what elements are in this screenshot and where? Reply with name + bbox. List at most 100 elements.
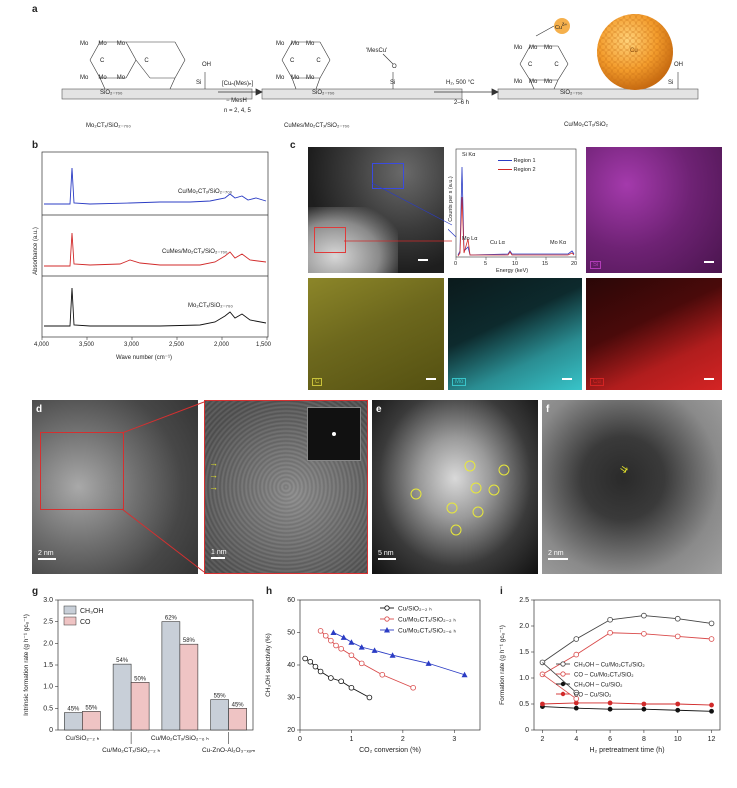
x-tick-label: 2 xyxy=(541,736,545,743)
data-point xyxy=(302,655,308,662)
region-1-box xyxy=(372,163,404,189)
bar-chart-g: 0 0.5 1.0 1.5 2.0 2.5 3.0 45% 55% 54% 50% 62% 58% 55%… xyxy=(23,597,255,754)
cu-delta-label: Cuδ+ xyxy=(555,22,568,31)
data-point xyxy=(379,671,386,678)
data-point xyxy=(573,705,579,711)
bar-data-label: 58% xyxy=(183,638,196,644)
arrow-2-top: H₂, 500 °C xyxy=(446,80,475,86)
data-point xyxy=(641,701,647,707)
series-line-2 xyxy=(542,706,712,712)
x-tick-label: 6 xyxy=(608,736,612,743)
y-tick-label: 30 xyxy=(287,695,295,702)
data-point xyxy=(573,636,580,642)
x-axis-label: CO₂ conversion (%) xyxy=(359,747,421,754)
y-tick-label: 1.5 xyxy=(43,662,53,669)
ir-xtick-5: 1,500 xyxy=(256,342,272,348)
panel-a-mo-labels-3: Mo Mo Mo C C Mo Mo Mo xyxy=(514,40,604,91)
zoom-box xyxy=(40,432,124,510)
y-tick-label: 50 xyxy=(287,630,295,637)
data-point xyxy=(307,658,314,665)
bar-data-label: 45% xyxy=(232,702,245,708)
cu-np-label: Cu xyxy=(630,48,638,54)
caption-2: CuMes/Mo₂CTₓ/SiO₂₋₇₀₀ xyxy=(284,123,350,129)
data-point xyxy=(708,636,715,642)
panel-b-label: b xyxy=(32,140,39,151)
legend-label: Cu/Mo₂CTₓ/SiO₂₋₂ ₕ xyxy=(398,617,456,624)
c-label: C xyxy=(290,58,295,64)
bar-data-label: 55% xyxy=(214,694,227,700)
data-point xyxy=(371,647,378,653)
c-label: C xyxy=(554,62,559,68)
eds-ylabel: Counts per s (a.u.) xyxy=(448,176,454,222)
c-label: C xyxy=(316,58,321,64)
ir-xlabel: Wave number (cm⁻¹) xyxy=(116,355,172,361)
plot-frame xyxy=(533,599,721,731)
ir-trace-blue xyxy=(44,167,267,205)
y-tick-label: 2.5 xyxy=(43,619,53,626)
eds-legend-1: Region 1 xyxy=(498,158,536,164)
data-point xyxy=(607,706,613,712)
eds-peak-mo-ka: Mo Kα xyxy=(550,240,567,246)
annotation-point xyxy=(573,696,580,702)
eds-spectrum xyxy=(448,148,577,260)
arrow-1-top: [Cuₙ(Mes)ₙ] xyxy=(222,81,254,87)
zoom-connectors xyxy=(121,401,205,573)
eds-legend-2: Region 2 xyxy=(498,167,536,173)
ir-ylabel: Absorbance (a.u.) xyxy=(33,227,39,275)
y-tick-label: 1.0 xyxy=(519,675,529,682)
panel-a-mo-labels-1: Mo Mo Mo C C Mo Mo Mo xyxy=(80,36,192,87)
y-tick-label: 60 xyxy=(287,597,295,604)
y-axis-label: Formation rate (g h⁻¹ gᴄᵤ⁻¹) xyxy=(499,625,506,705)
y-tick-label: 0 xyxy=(49,727,53,734)
eds-xtick-0: 0 xyxy=(454,261,458,267)
mo-label: Mo xyxy=(544,45,553,51)
data-point xyxy=(607,629,613,636)
bar-data-label: 50% xyxy=(134,676,147,682)
c-label: C xyxy=(144,58,149,64)
data-point xyxy=(322,632,329,639)
mo-label: Mo xyxy=(98,75,107,81)
surface-2-label: SiO₂₋₇₀₀ xyxy=(312,90,335,96)
data-point xyxy=(708,620,715,627)
haadf-image xyxy=(308,147,444,273)
bar-1-2 xyxy=(179,643,199,731)
y-axis-label: CH₃OH selectivity (%) xyxy=(265,633,272,697)
data-point xyxy=(328,637,334,644)
eds-xtick-2: 10 xyxy=(512,261,519,267)
data-point xyxy=(328,675,334,681)
data-point xyxy=(338,645,344,652)
bar-1-3 xyxy=(228,708,247,731)
annotation-line xyxy=(542,662,577,693)
legend-marker xyxy=(560,681,566,687)
eds-connector-lines xyxy=(344,182,453,242)
category-label: Cu/SiO₂₋₂ ₕ xyxy=(65,735,99,742)
data-point xyxy=(573,651,580,658)
data-point xyxy=(348,652,355,659)
eds-map-si: Si xyxy=(586,147,722,273)
panel-b-ir-spectra xyxy=(41,151,269,340)
ir-xtick-0: 4,000 xyxy=(34,342,50,348)
eds-map-cu: Cu xyxy=(586,278,722,390)
surface-1-label: SiO₂₋₇₀₀ xyxy=(100,90,123,96)
mo-label: Mo xyxy=(291,41,300,47)
panel-e-label: e xyxy=(376,404,382,415)
region-2-box xyxy=(314,227,346,253)
panel-a-scheme xyxy=(61,14,699,100)
x-tick-label: 12 xyxy=(708,736,716,743)
data-point xyxy=(709,708,714,714)
bar-data-label: 55% xyxy=(85,705,98,711)
y-tick-label: 1.5 xyxy=(519,649,529,656)
data-point xyxy=(366,694,373,701)
panel-a-label: a xyxy=(32,4,38,15)
legend-marker xyxy=(384,627,390,633)
data-point xyxy=(674,633,681,640)
legend-label: CO xyxy=(80,619,91,626)
c-label: C xyxy=(100,58,105,64)
stem-image-e: 5 nm xyxy=(372,400,538,574)
panel-f-label: f xyxy=(546,404,550,415)
data-point xyxy=(641,612,647,619)
data-point xyxy=(317,628,324,634)
legend-label: Cu/Mo₂CTₓ/SiO₂₋₆ ₕ xyxy=(398,628,456,635)
data-point xyxy=(410,684,416,691)
mo-label: Mo xyxy=(529,79,538,85)
